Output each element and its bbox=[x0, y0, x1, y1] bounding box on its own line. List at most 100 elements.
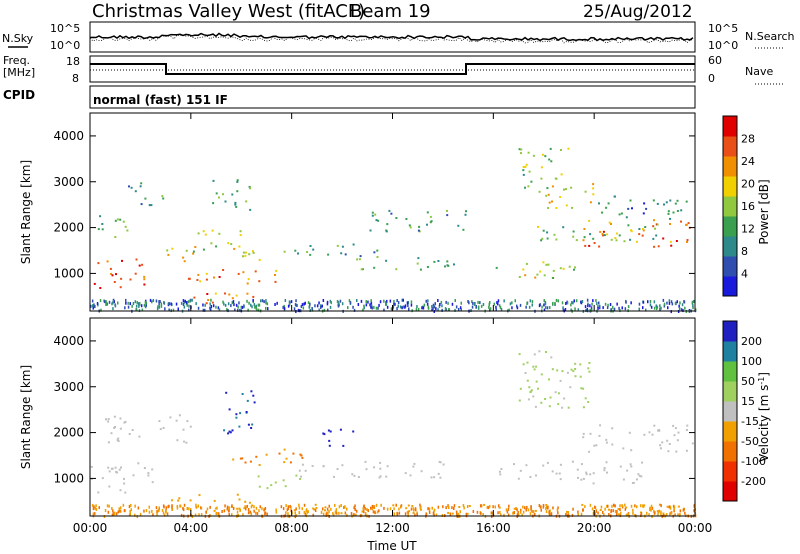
power-cell bbox=[669, 223, 671, 225]
velocity-cell bbox=[111, 513, 114, 517]
velocity-cell bbox=[589, 473, 592, 476]
velocity-cell bbox=[662, 513, 665, 517]
velocity-cell bbox=[518, 353, 521, 356]
power-cell bbox=[124, 225, 127, 228]
velocity-cell bbox=[486, 505, 489, 509]
power-cell bbox=[659, 304, 661, 308]
velocity-cell bbox=[115, 512, 118, 516]
velocity-cell bbox=[533, 353, 536, 356]
velocity-cell bbox=[293, 509, 296, 512]
power-cell bbox=[207, 299, 210, 301]
velocity-cell bbox=[94, 512, 96, 516]
power-cell bbox=[546, 306, 549, 310]
power-cell bbox=[642, 306, 644, 310]
power-cell bbox=[432, 303, 435, 307]
power-cell bbox=[426, 223, 428, 226]
power-cell bbox=[189, 299, 191, 303]
power-cell bbox=[416, 262, 419, 265]
velocity-cell bbox=[570, 368, 573, 371]
power-cell bbox=[202, 303, 204, 307]
power-cell bbox=[192, 250, 195, 253]
power-cell bbox=[352, 243, 355, 246]
velocity-cell bbox=[250, 427, 253, 429]
power-cell bbox=[396, 299, 398, 302]
velocity-cell bbox=[579, 363, 582, 366]
power-cell bbox=[509, 302, 512, 306]
power-cell bbox=[156, 307, 159, 311]
power-cell bbox=[258, 258, 261, 261]
velocity-cell bbox=[628, 431, 631, 434]
power-cell bbox=[376, 249, 379, 252]
velocity-cell bbox=[378, 476, 381, 479]
velocity-cell bbox=[352, 430, 355, 433]
velocity-cell bbox=[145, 509, 148, 513]
power-cell bbox=[141, 263, 144, 266]
velocity-cell bbox=[283, 448, 286, 451]
power-cell bbox=[308, 305, 310, 309]
velocity-cell bbox=[662, 512, 665, 515]
velocity-cell bbox=[660, 510, 662, 514]
power-cell bbox=[407, 304, 409, 307]
power-cell bbox=[349, 301, 352, 304]
power-cell bbox=[520, 152, 522, 155]
power-cell bbox=[361, 268, 364, 271]
power-cell bbox=[642, 229, 645, 232]
power-cell bbox=[539, 270, 542, 273]
power-cell bbox=[168, 302, 170, 306]
power-cell bbox=[367, 300, 369, 304]
velocity-cell bbox=[228, 430, 231, 433]
velocity-cell bbox=[520, 508, 522, 512]
power-cell bbox=[233, 247, 236, 250]
velocity-cell bbox=[239, 457, 242, 460]
velocity-cell bbox=[132, 474, 135, 477]
velocity-cell bbox=[453, 504, 456, 508]
velocity-cell bbox=[118, 507, 120, 511]
power-cell bbox=[138, 264, 141, 267]
power-cell bbox=[243, 305, 245, 309]
power-cell bbox=[242, 255, 244, 258]
power-cell bbox=[215, 245, 218, 248]
power-cell bbox=[537, 225, 539, 228]
power-cell bbox=[92, 304, 94, 308]
power-cell bbox=[287, 304, 290, 308]
velocity-cell bbox=[326, 511, 329, 514]
power-cell bbox=[239, 230, 242, 233]
power-cell bbox=[140, 304, 143, 308]
velocity-cell bbox=[542, 504, 545, 507]
velocity-cell bbox=[200, 506, 203, 510]
power-cell bbox=[252, 251, 255, 254]
velocity-cell bbox=[529, 391, 532, 394]
power-cell bbox=[685, 200, 688, 203]
power-cell bbox=[591, 302, 593, 306]
power-cell bbox=[493, 302, 495, 306]
velocity-cell bbox=[334, 503, 336, 507]
velocity-cell bbox=[365, 468, 368, 471]
power-cell bbox=[534, 276, 537, 279]
power-cell bbox=[180, 301, 183, 305]
power-cell bbox=[197, 306, 200, 310]
velocity-cell bbox=[457, 512, 460, 516]
power-cell bbox=[93, 303, 95, 307]
velocity-cell bbox=[513, 511, 515, 514]
power-cell bbox=[318, 301, 320, 305]
power-cell bbox=[566, 301, 569, 305]
velocity-cell bbox=[186, 507, 188, 510]
power-cell bbox=[166, 249, 169, 252]
power-cell bbox=[475, 305, 477, 308]
velocity-cell bbox=[175, 419, 178, 422]
power-cell bbox=[385, 230, 388, 233]
velocity-cell bbox=[658, 503, 661, 506]
velocity-cell bbox=[542, 505, 545, 509]
velocity-cell bbox=[289, 504, 291, 508]
cpid-text: normal (fast) 151 IF bbox=[93, 93, 228, 107]
power-cell bbox=[261, 299, 264, 303]
velocity-cell bbox=[198, 513, 200, 517]
y-tick-label: 4000 bbox=[53, 129, 84, 143]
velocity-cell bbox=[651, 506, 654, 510]
velocity-cell bbox=[314, 509, 317, 512]
velocity-cell bbox=[226, 507, 229, 511]
velocity-cell bbox=[354, 508, 356, 511]
power-cell bbox=[676, 300, 678, 304]
velocity-cell bbox=[530, 509, 533, 513]
